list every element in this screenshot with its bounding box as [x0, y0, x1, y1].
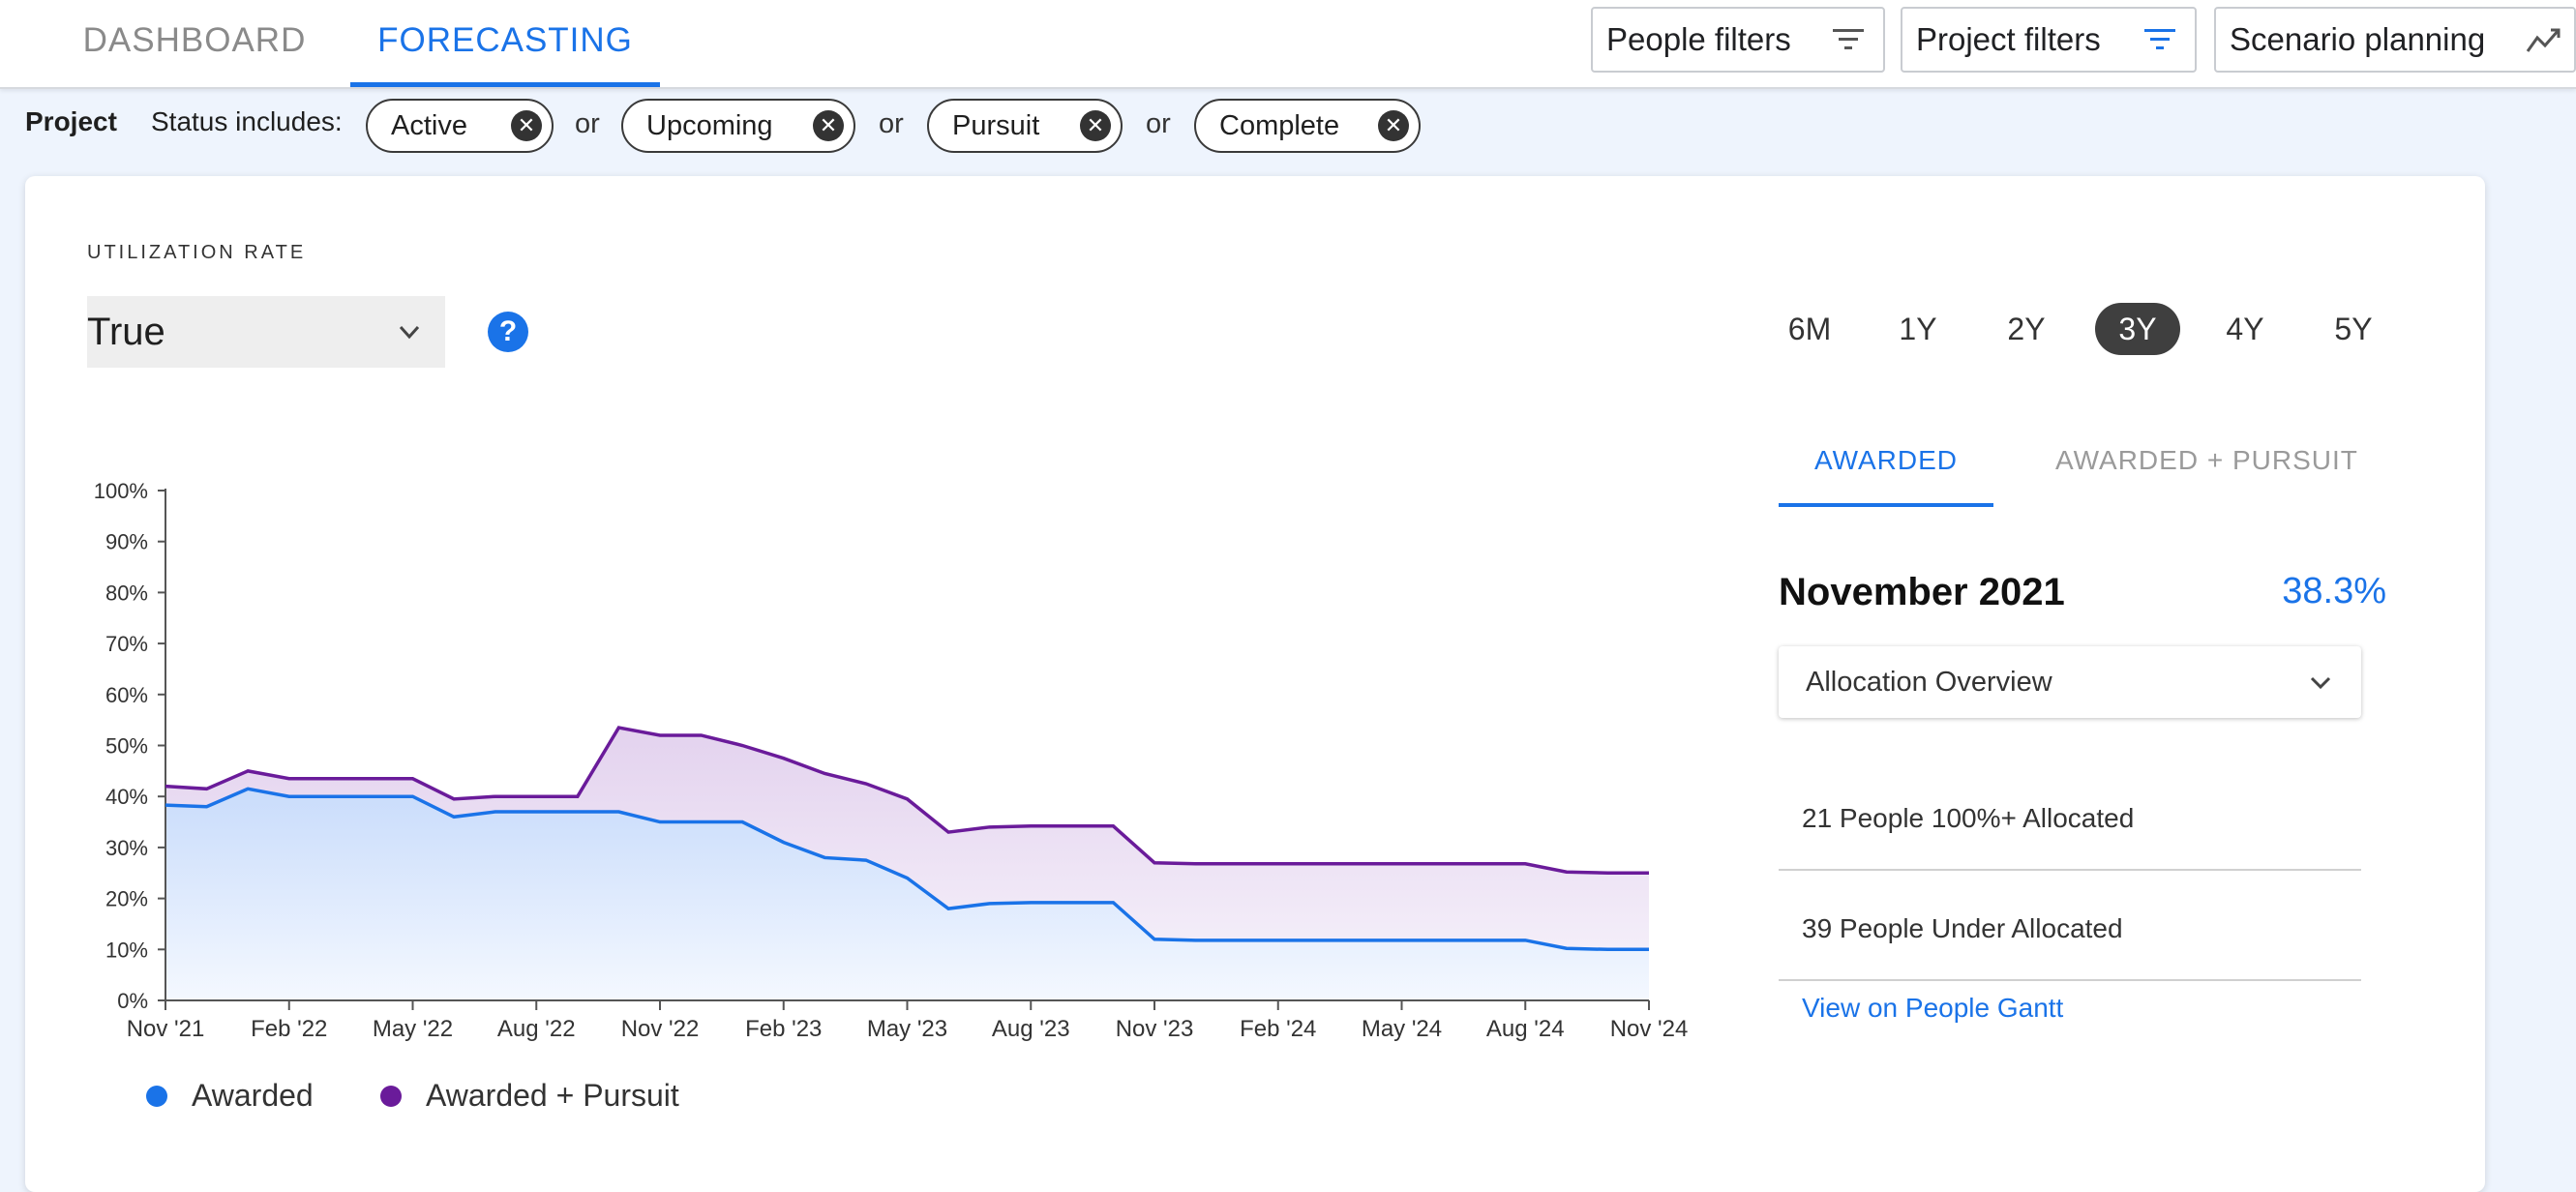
tab-awarded[interactable]: AWARDED: [1779, 445, 1993, 507]
legend-dot-awarded: [146, 1086, 167, 1107]
legend-dot-awarded-pursuit: [380, 1086, 402, 1107]
project-filters-button[interactable]: Project filters: [1901, 7, 2197, 73]
area-awarded-pursuit: [165, 728, 1649, 950]
y-tick-label: 40%: [105, 785, 148, 809]
list-item: 39 People Under Allocated: [1779, 871, 2361, 981]
close-icon[interactable]: ✕: [1080, 110, 1111, 141]
people-filters-button[interactable]: People filters: [1591, 7, 1885, 73]
range-6m[interactable]: 6M: [1787, 312, 1832, 346]
project-label: Project: [25, 106, 117, 136]
chevron-down-icon: [399, 325, 420, 340]
tab-forecasting[interactable]: FORECASTING: [350, 0, 660, 87]
close-icon[interactable]: ✕: [813, 110, 844, 141]
allocation-overview-label: Allocation Overview: [1806, 667, 2052, 698]
y-tick-label: 90%: [105, 530, 148, 554]
x-tick-label: Aug '22: [497, 1016, 576, 1042]
tab-awarded-pursuit[interactable]: AWARDED + PURSUIT: [2055, 445, 2358, 475]
scenario-planning-button[interactable]: Scenario planning: [2214, 7, 2576, 73]
x-tick-label: Feb '24: [1240, 1016, 1316, 1042]
status-chip-label: Active: [391, 110, 467, 141]
status-chip-complete[interactable]: Complete ✕: [1194, 99, 1421, 153]
close-icon[interactable]: ✕: [511, 110, 542, 141]
list-item-label: 21 People 100%+ Allocated: [1802, 803, 2135, 833]
x-tick-label: Feb '23: [745, 1016, 822, 1042]
y-tick-label: 60%: [105, 683, 148, 707]
x-tick-label: Aug '23: [992, 1016, 1070, 1042]
or-label: or: [879, 108, 904, 139]
selected-month: November 2021: [1779, 571, 2065, 613]
select-value: True: [87, 311, 165, 353]
top-navigation: DASHBOARD FORECASTING People filters Pro…: [0, 0, 2576, 89]
range-4y[interactable]: 4Y: [2226, 312, 2264, 346]
x-tick-label: Feb '22: [251, 1016, 327, 1042]
utilization-type-select[interactable]: True: [87, 296, 445, 368]
y-tick-label: 50%: [105, 734, 148, 759]
x-tick-label: Aug '24: [1486, 1016, 1565, 1042]
help-icon[interactable]: ?: [488, 312, 528, 352]
people-filters-label: People filters: [1606, 21, 1791, 57]
x-tick-label: Nov '22: [621, 1016, 700, 1042]
scenario-planning-label: Scenario planning: [2230, 21, 2486, 57]
y-tick-label: 80%: [105, 581, 148, 605]
y-tick-label: 70%: [105, 632, 148, 656]
selected-rate: 38.3%: [2282, 571, 2386, 611]
status-chip-pursuit[interactable]: Pursuit ✕: [927, 99, 1123, 153]
or-label: or: [575, 108, 600, 139]
allocation-overview-dropdown[interactable]: Allocation Overview: [1779, 646, 2361, 718]
range-3y[interactable]: 3Y: [2095, 303, 2180, 355]
x-tick-label: Nov '23: [1116, 1016, 1194, 1042]
legend-awarded-pursuit[interactable]: Awarded + Pursuit: [426, 1078, 679, 1113]
status-includes-label: Status includes:: [151, 106, 343, 136]
or-label: or: [1146, 108, 1171, 139]
y-tick-label: 100%: [94, 479, 148, 503]
filter-icon: [2144, 29, 2175, 49]
status-chip-active[interactable]: Active ✕: [366, 99, 554, 153]
chevron-down-icon: [2310, 676, 2331, 690]
project-filters-label: Project filters: [1916, 21, 2101, 57]
status-chip-label: Complete: [1219, 110, 1340, 141]
legend-awarded[interactable]: Awarded: [192, 1078, 314, 1113]
y-tick-label: 20%: [105, 887, 148, 911]
y-tick-label: 10%: [105, 938, 148, 962]
y-tick-label: 30%: [105, 836, 148, 860]
y-tick-label: 0%: [117, 989, 148, 1013]
filter-icon: [1833, 29, 1864, 49]
x-tick-label: May '23: [867, 1016, 947, 1042]
trend-icon: [2526, 28, 2561, 52]
range-1y[interactable]: 1Y: [1899, 312, 1937, 346]
line-awarded-pursuit: [165, 726, 1649, 875]
list-item-label: 39 People Under Allocated: [1802, 913, 2123, 943]
area-awarded: [165, 789, 1649, 1000]
x-tick-label: May '24: [1362, 1016, 1442, 1042]
x-tick-label: Nov '21: [127, 1016, 205, 1042]
view-people-gantt-link[interactable]: View on People Gantt: [1802, 993, 2064, 1023]
line-awarded: [165, 787, 1649, 952]
tab-dashboard[interactable]: DASHBOARD: [82, 21, 307, 59]
status-chip-label: Pursuit: [952, 110, 1040, 141]
range-5y[interactable]: 5Y: [2334, 312, 2373, 346]
section-label: UTILIZATION RATE: [87, 242, 307, 263]
x-tick-label: May '22: [373, 1016, 453, 1042]
close-icon[interactable]: ✕: [1378, 110, 1409, 141]
range-2y[interactable]: 2Y: [2007, 312, 2046, 346]
x-tick-label: Nov '24: [1610, 1016, 1689, 1042]
status-chip-upcoming[interactable]: Upcoming ✕: [621, 99, 855, 153]
list-item: 21 People 100%+ Allocated: [1779, 760, 2361, 871]
status-chip-label: Upcoming: [646, 110, 773, 141]
